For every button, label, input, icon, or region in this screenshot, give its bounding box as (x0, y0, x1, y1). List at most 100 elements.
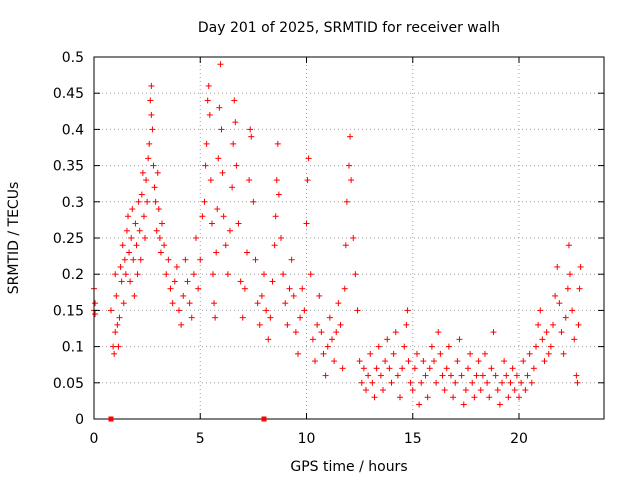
data-point (569, 307, 576, 314)
data-point (206, 111, 213, 118)
data-point (439, 372, 446, 379)
data-point (128, 235, 135, 241)
data-point (522, 387, 529, 394)
data-point (301, 307, 308, 314)
data-point (153, 227, 160, 234)
data-point (171, 278, 178, 285)
y-tick-label: 0.1 (62, 340, 84, 356)
data-point (120, 300, 127, 307)
data-point (284, 321, 291, 328)
y-tick-labels: 0 0.05 0.1 0.15 0.2 0.25 0.3 0.35 0.4 0.45 0.5 (53, 50, 84, 428)
data-point (130, 256, 137, 263)
data-point (320, 350, 327, 357)
data-point (208, 220, 215, 227)
data-point (288, 256, 295, 263)
chart-title: Day 201 of 2025, SRMTID for receiver wal… (198, 20, 500, 36)
data-point (452, 379, 459, 386)
data-point (148, 111, 155, 118)
data-point (176, 307, 182, 314)
data-point (565, 242, 572, 249)
data-point (241, 285, 248, 292)
data-point (441, 387, 448, 394)
data-point (329, 336, 335, 343)
data-point (520, 358, 527, 365)
data-point (322, 372, 329, 379)
data-point (235, 220, 242, 227)
data-point (207, 177, 214, 184)
data-point (471, 394, 478, 401)
data-point (140, 213, 147, 220)
data-point (205, 82, 212, 89)
data-point (224, 271, 231, 278)
data-point (371, 394, 378, 401)
y-tick-label: 0.45 (53, 86, 84, 102)
data-point (113, 292, 120, 299)
data-point (564, 285, 571, 292)
data-point (159, 220, 165, 227)
data-point (118, 278, 125, 285)
data-point (263, 307, 270, 314)
data-point (146, 140, 153, 147)
data-point (149, 126, 156, 133)
data-point (405, 358, 412, 365)
data-point (252, 256, 259, 263)
data-point (195, 285, 202, 292)
x-axis-label: GPS time / hours (290, 459, 407, 475)
data-point (190, 271, 197, 278)
data-point (154, 169, 161, 176)
data-point (219, 169, 226, 176)
data-point (577, 263, 584, 270)
data-point (411, 365, 418, 372)
data-point (460, 401, 467, 408)
data-point (148, 82, 155, 89)
data-point (337, 321, 344, 328)
data-point (335, 300, 342, 307)
grid-lines (94, 57, 604, 419)
data-point (108, 307, 114, 314)
data-point (272, 213, 279, 220)
data-point (282, 300, 289, 307)
data-point (530, 365, 537, 372)
data-point (316, 292, 323, 299)
data-point (182, 256, 189, 263)
data-point (138, 191, 145, 198)
data-point (203, 140, 210, 147)
data-point (524, 372, 531, 379)
data-point (275, 191, 282, 198)
data-point (484, 379, 491, 386)
data-point (305, 155, 312, 162)
data-point (274, 140, 281, 147)
data-point (122, 271, 129, 278)
data-point (204, 97, 211, 104)
data-point (513, 372, 520, 379)
data-point (409, 387, 416, 394)
data-point (354, 307, 361, 314)
data-point (286, 285, 293, 292)
data-point (331, 358, 338, 365)
data-point (231, 97, 238, 104)
data-point (324, 343, 331, 350)
data-point (147, 97, 154, 104)
data-point (503, 372, 510, 379)
data-point (397, 394, 403, 401)
data-point (496, 401, 503, 408)
data-point (92, 300, 99, 307)
data-point (375, 343, 382, 350)
data-point (560, 350, 567, 357)
data-point (554, 263, 561, 270)
data-point (250, 198, 257, 205)
data-point (193, 235, 199, 241)
y-tick-label: 0 (75, 412, 84, 428)
data-point (110, 343, 117, 350)
data-point (558, 329, 565, 336)
data-point (428, 343, 435, 350)
data-point (135, 198, 142, 205)
y-tick-label: 0.4 (62, 122, 84, 138)
data-point (342, 242, 349, 249)
data-point (543, 329, 550, 336)
data-point (280, 271, 287, 278)
data-point (273, 177, 280, 184)
y-tick-label: 0.3 (62, 195, 84, 211)
y-tick-label: 0.35 (53, 159, 84, 175)
data-point (373, 365, 380, 372)
